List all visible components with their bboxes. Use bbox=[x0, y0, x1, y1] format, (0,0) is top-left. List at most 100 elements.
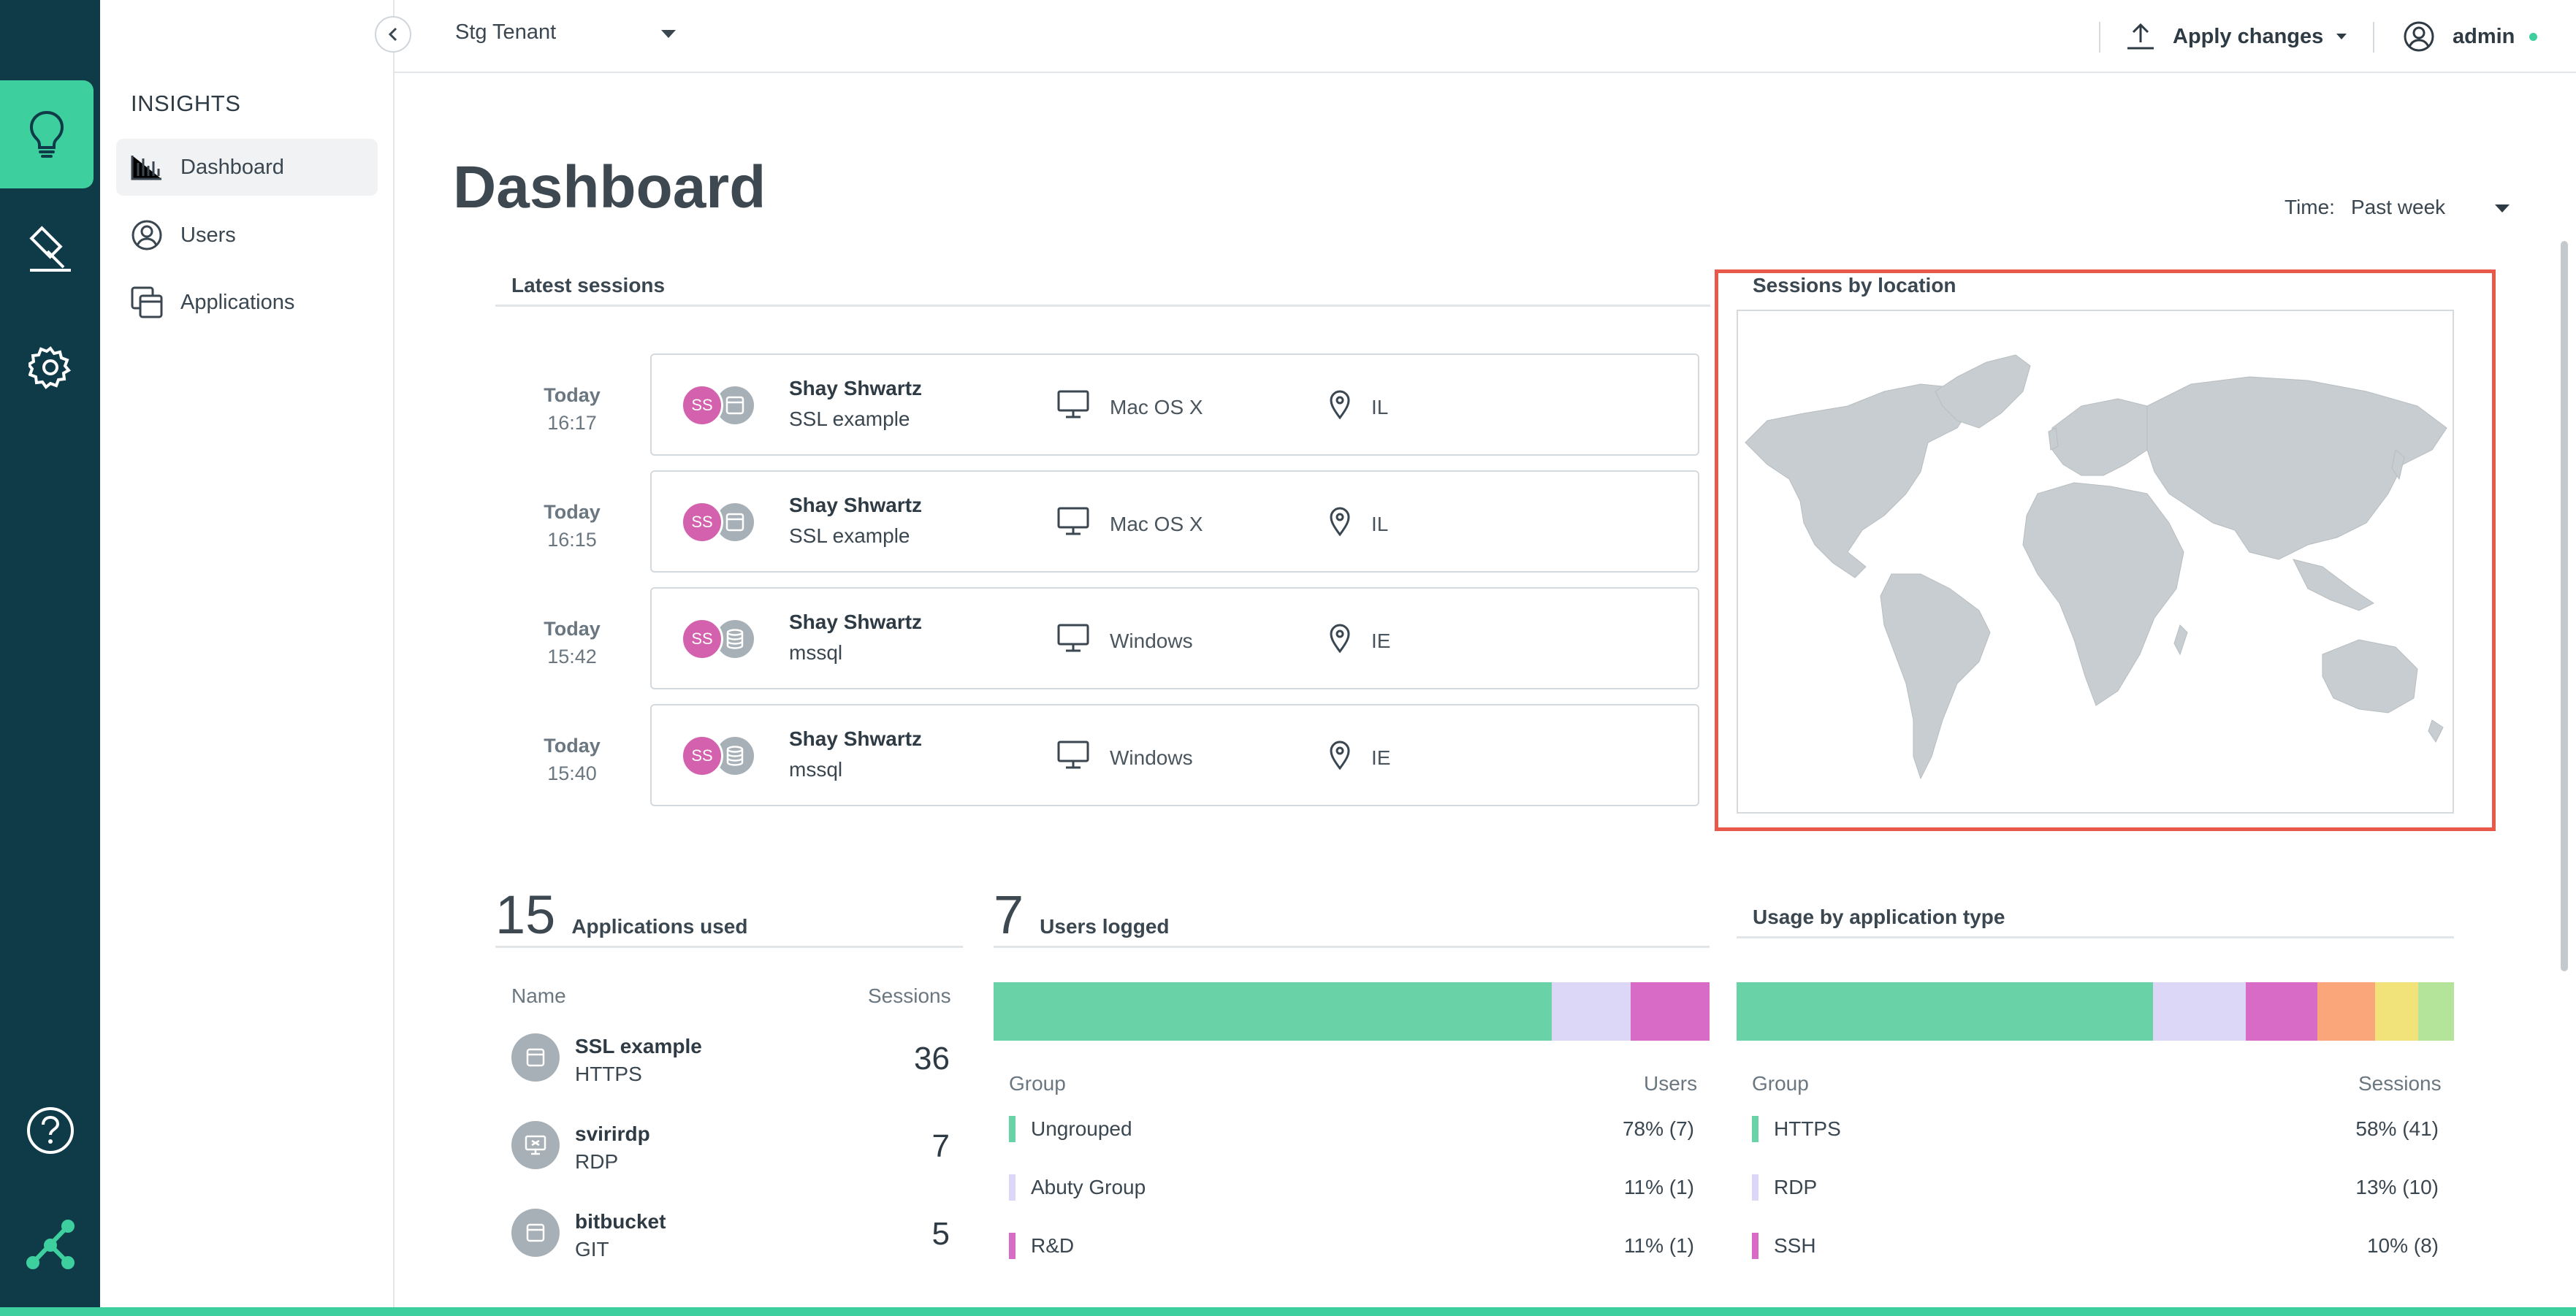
world-map[interactable] bbox=[1737, 310, 2454, 814]
session-time: 15:40 bbox=[547, 762, 597, 784]
legend-value: 13% (10) bbox=[2355, 1176, 2439, 1198]
session-location: IL bbox=[1329, 507, 1388, 541]
sidebar-item-users[interactable]: Users bbox=[116, 207, 378, 264]
caret-down-icon[interactable] bbox=[661, 30, 676, 38]
bar-chart-icon bbox=[131, 151, 163, 183]
time-filter[interactable]: Time: Past week bbox=[2285, 196, 2510, 219]
bar-segment[interactable] bbox=[2374, 982, 2418, 1041]
legend-swatch bbox=[1752, 1116, 1758, 1142]
application-sessions: 7 bbox=[931, 1128, 950, 1164]
application-type: HTTPS bbox=[575, 1063, 642, 1085]
apply-changes-label: Apply changes bbox=[2173, 24, 2324, 48]
bar-segment[interactable] bbox=[2152, 982, 2247, 1041]
location-pin-icon bbox=[1329, 741, 1371, 775]
monitor-icon bbox=[1057, 624, 1110, 658]
session-card[interactable]: SS Shay Shwartz SSL example Mac OS X IL bbox=[650, 470, 1699, 573]
rail-help-button[interactable] bbox=[0, 1087, 100, 1174]
session-app: mssql bbox=[789, 758, 843, 781]
users-logged-header: 7 Users logged bbox=[994, 884, 1710, 948]
window-icon bbox=[511, 1209, 560, 1257]
session-card[interactable]: SS Shay Shwartz mssql Windows IE bbox=[650, 587, 1699, 689]
session-time: 15:42 bbox=[547, 646, 597, 667]
rail-logo-button[interactable] bbox=[0, 1201, 100, 1289]
monitor-icon bbox=[1057, 741, 1110, 775]
tenant-select[interactable]: Stg Tenant bbox=[455, 20, 557, 44]
session-os: Windows bbox=[1057, 741, 1193, 775]
bar-segment[interactable] bbox=[2417, 982, 2454, 1041]
legend-name: RDP bbox=[1774, 1176, 1818, 1198]
legend-row: R&D 11% (1) bbox=[1009, 1231, 1694, 1260]
legend-swatch bbox=[1009, 1116, 1015, 1142]
rail-insights-button[interactable] bbox=[0, 80, 94, 188]
user-menu[interactable]: admin bbox=[2403, 15, 2538, 58]
sidebar-item-dashboard[interactable]: Dashboard bbox=[116, 139, 378, 196]
map-highlight-frame bbox=[1715, 269, 2496, 831]
caret-down-icon bbox=[2336, 34, 2347, 39]
session-row: Today 16:17 SS Shay Shwartz SSL example Mac O… bbox=[495, 353, 1699, 456]
users-logged-label: Users logged bbox=[1040, 915, 1170, 938]
application-row[interactable]: SSL example HTTPS 36 bbox=[511, 1033, 950, 1099]
sidebar-section-title: INSIGHTS bbox=[131, 91, 241, 116]
location-pin-icon bbox=[1329, 390, 1371, 424]
lightbulb-icon bbox=[29, 110, 64, 158]
session-card[interactable]: SS Shay Shwartz mssql Windows IE bbox=[650, 704, 1699, 806]
monitor-icon bbox=[1057, 507, 1110, 541]
caret-down-icon[interactable] bbox=[2495, 204, 2510, 213]
map-south-america bbox=[1880, 573, 1991, 780]
session-os: Mac OS X bbox=[1057, 507, 1203, 541]
session-location-label: IL bbox=[1371, 512, 1389, 535]
gear-icon bbox=[28, 346, 71, 389]
legend-row: SSH 10% (8) bbox=[1752, 1231, 2439, 1260]
collapse-sidebar-button[interactable] bbox=[375, 16, 411, 53]
session-user: Shay Shwartz bbox=[789, 727, 923, 750]
chevron-left-icon bbox=[388, 27, 397, 42]
rail-settings-button[interactable] bbox=[0, 324, 100, 411]
legend-swatch bbox=[1009, 1233, 1015, 1259]
rail-policies-button[interactable] bbox=[0, 204, 100, 292]
bar-segment[interactable] bbox=[2317, 982, 2375, 1041]
connection-logo-icon bbox=[26, 1220, 75, 1269]
session-day: Today bbox=[544, 618, 601, 640]
session-os: Windows bbox=[1057, 624, 1193, 658]
map-madagascar bbox=[2173, 624, 2188, 656]
apply-changes-button[interactable]: Apply changes bbox=[2126, 15, 2347, 58]
time-filter-label: Time: bbox=[2285, 196, 2335, 218]
application-sessions: 5 bbox=[931, 1216, 950, 1252]
avatar: SS bbox=[681, 618, 723, 660]
map-north-america bbox=[1745, 383, 1973, 578]
session-row: Today 15:42 SS Shay Shwartz mssql Windows IE bbox=[495, 587, 1699, 689]
legend-name: HTTPS bbox=[1774, 1117, 1841, 1140]
usage-col-sessions: Sessions bbox=[2358, 1072, 2442, 1095]
user-circle-icon bbox=[2404, 21, 2434, 52]
bar-segment[interactable] bbox=[2246, 982, 2318, 1041]
session-app: SSL example bbox=[789, 524, 910, 547]
application-name: svirirdp bbox=[575, 1122, 650, 1145]
sidebar-item-applications[interactable]: Applications bbox=[116, 274, 378, 331]
session-os-label: Mac OS X bbox=[1110, 512, 1203, 535]
bar-segment[interactable] bbox=[1737, 982, 2153, 1041]
bar-segment[interactable] bbox=[1552, 982, 1631, 1041]
application-row[interactable]: svirirdp RDP 7 bbox=[511, 1121, 950, 1187]
avatar: SS bbox=[681, 735, 723, 777]
location-pin-icon bbox=[1329, 624, 1371, 658]
map-japan bbox=[2391, 449, 2405, 481]
usage-header: Usage by application type bbox=[1737, 906, 2454, 938]
bar-segment[interactable] bbox=[994, 982, 1552, 1041]
time-filter-value: Past week bbox=[2350, 196, 2446, 218]
session-card[interactable]: SS Shay Shwartz SSL example Mac OS X IL bbox=[650, 353, 1699, 456]
sidebar: INSIGHTS Dashboard Users Applications bbox=[100, 0, 395, 1307]
bar-segment[interactable] bbox=[1631, 982, 1710, 1041]
legend-row: RDP 13% (10) bbox=[1752, 1173, 2439, 1202]
application-type: RDP bbox=[575, 1150, 619, 1173]
map-asia bbox=[2146, 376, 2447, 560]
session-location: IE bbox=[1329, 624, 1390, 658]
session-day: Today bbox=[544, 735, 601, 757]
session-day: Today bbox=[544, 384, 601, 406]
sidebar-item-label: Applications bbox=[180, 290, 295, 314]
legend-value: 58% (41) bbox=[2355, 1117, 2439, 1140]
application-row[interactable]: bitbucket GIT 5 bbox=[511, 1209, 950, 1274]
location-pin-icon bbox=[1329, 507, 1371, 541]
session-date: Today 16:15 bbox=[532, 498, 612, 554]
scrollbar[interactable] bbox=[2561, 241, 2568, 971]
usage-label: Usage by application type bbox=[1753, 906, 2005, 928]
